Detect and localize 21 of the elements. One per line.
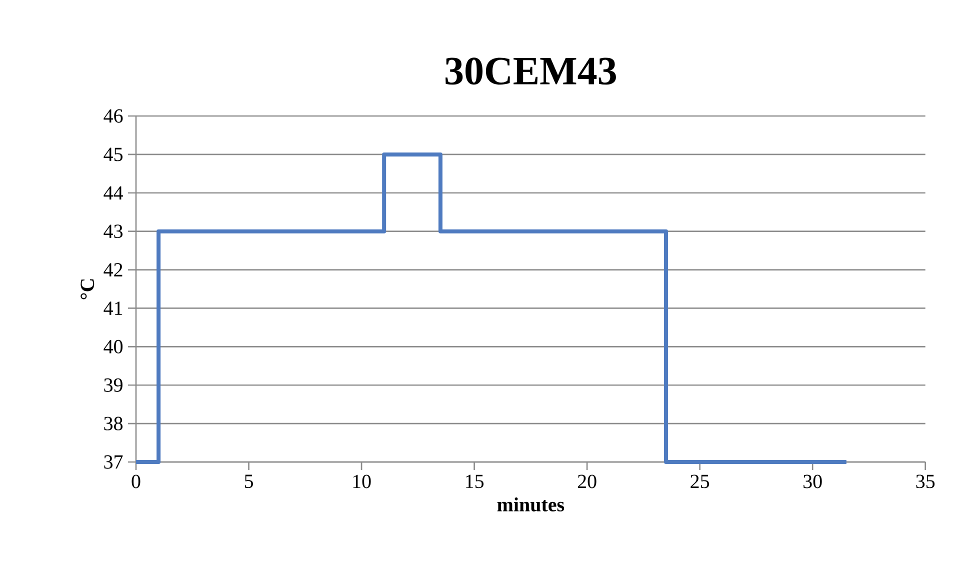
y-tick-label: 44 [104,186,123,200]
x-axis-title: minutes [497,497,564,512]
x-tick-label: 35 [916,474,935,488]
y-tick-label: 40 [104,340,123,354]
x-tick-label: 15 [466,474,484,488]
x-tick-label: 10 [353,474,371,488]
chart-title: 30CEM43 [446,58,616,85]
x-tick-label: 0 [132,474,140,488]
y-tick-label: 46 [104,109,123,123]
x-tick-label: 20 [578,474,596,488]
y-tick-label: 38 [104,416,123,430]
y-axis-title: °C [80,279,94,300]
y-tick-label: 45 [104,148,123,162]
x-tick-label: 25 [690,474,710,488]
y-tick-label: 39 [104,378,122,392]
y-tick-label: 42 [104,263,122,276]
y-tick-label: 41 [104,302,122,315]
x-tick-label: 5 [244,474,253,488]
x-tick-label: 30 [804,474,822,488]
y-tick-label: 43 [104,224,123,238]
y-tick-label: 37 [104,455,123,469]
